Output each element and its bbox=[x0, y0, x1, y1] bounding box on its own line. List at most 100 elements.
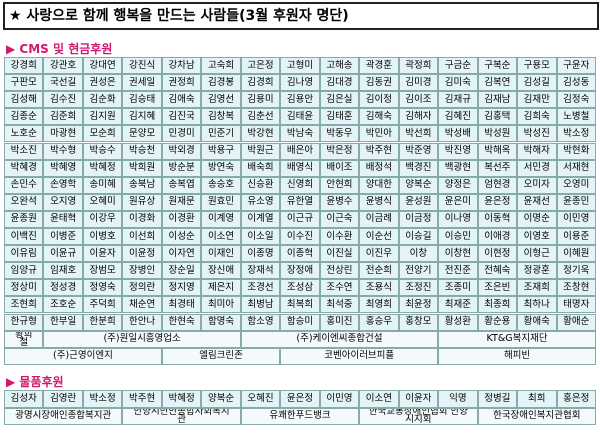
donor-name: 박해자 bbox=[517, 142, 557, 160]
donor-name: 김해숙 bbox=[359, 108, 399, 126]
donor-name: 양정은 bbox=[438, 176, 478, 194]
donor-name: 문양모 bbox=[122, 125, 162, 143]
donor-name: 최복희 bbox=[280, 296, 320, 314]
donor-name: 오혜진 bbox=[240, 390, 281, 408]
donor-name: 김성해 bbox=[4, 91, 44, 109]
donor-name: 장재석 bbox=[240, 262, 281, 280]
donor-name: 전순희 bbox=[359, 262, 399, 280]
donor-name: 김성자 bbox=[4, 390, 44, 408]
donor-name: 이경환 bbox=[161, 210, 202, 228]
donor-name: 마광현 bbox=[43, 125, 83, 143]
donor-name: 원유상 bbox=[122, 193, 162, 211]
donor-org: (주)원일시흥영업소 bbox=[43, 330, 241, 348]
donor-name: 조정진 bbox=[398, 279, 439, 297]
donor-name: 박외경 bbox=[161, 142, 202, 160]
donor-name: 홍은정 bbox=[556, 390, 596, 408]
donor-name: 양복순 bbox=[398, 176, 439, 194]
donor-org: 해피빈 bbox=[438, 347, 596, 365]
donor-name: 이병준 bbox=[43, 228, 83, 246]
donor-org: KT&G복지재단 bbox=[438, 330, 596, 348]
donor-name: 임양규 bbox=[4, 262, 44, 280]
donor-name: 강경희 bbox=[4, 57, 44, 75]
donor-name: 강대연 bbox=[82, 57, 123, 75]
donor-name: 이애경 bbox=[477, 228, 518, 246]
donor-name: 박소진 bbox=[4, 142, 44, 160]
donor-name: 한규형 bbox=[4, 313, 44, 331]
donor-name: 신영희 bbox=[280, 176, 320, 194]
donor-name: 김홍택 bbox=[477, 108, 518, 126]
donor-name: 최윤정 bbox=[398, 296, 439, 314]
donor-name: 권성은 bbox=[82, 74, 123, 92]
donor-name: 정기욱 bbox=[556, 262, 596, 280]
donor-name: 김승태 bbox=[122, 91, 162, 109]
donor-name: 박수형 bbox=[43, 142, 83, 160]
donor-name: 제은지 bbox=[201, 279, 241, 297]
donor-name: 김이조 bbox=[398, 91, 439, 109]
donor-name: 이종혁 bbox=[280, 245, 320, 263]
donor-org: 유쾌한푸드뱅크 bbox=[240, 407, 360, 425]
donor-name: 방순분 bbox=[161, 159, 202, 177]
donor-name: 이경화 bbox=[122, 210, 162, 228]
donor-name: 이영호 bbox=[517, 228, 557, 246]
donor-name: 송북남 bbox=[122, 176, 162, 194]
donor-name: 김태윤 bbox=[280, 108, 320, 126]
donor-name: 백경진 bbox=[398, 159, 439, 177]
donor-name: 최병남 bbox=[240, 296, 281, 314]
donor-name: 장범모 bbox=[82, 262, 123, 280]
donor-name: 김미경 bbox=[398, 74, 439, 92]
donor-name: 윤은미 bbox=[438, 193, 478, 211]
donor-name: 권세일 bbox=[122, 74, 162, 92]
donor-name: 배정석 bbox=[359, 159, 399, 177]
donor-name: 박선희 bbox=[398, 125, 439, 143]
donor-name: 안현희 bbox=[319, 176, 360, 194]
donor-name: 이백진 bbox=[4, 228, 44, 246]
donor-name: 양복순 bbox=[201, 390, 241, 408]
donor-name: 태명자 bbox=[556, 296, 596, 314]
donor-name: 박동우 bbox=[319, 125, 360, 143]
donor-name: 이진실 bbox=[319, 245, 360, 263]
donor-name: 김미숙 bbox=[438, 74, 478, 92]
donor-name: 이수진 bbox=[280, 228, 320, 246]
donor-name: 전양기 bbox=[398, 262, 439, 280]
donor-name: 이창 bbox=[398, 245, 439, 263]
donor-name: 민준기 bbox=[201, 125, 241, 143]
donor-name: 박성원 bbox=[477, 125, 518, 143]
donor-name: 황애순 bbox=[556, 313, 596, 331]
donor-name: 조호순 bbox=[43, 296, 83, 314]
donor-name: 황성환 bbox=[438, 313, 478, 331]
donor-name: 양대한 bbox=[359, 176, 399, 194]
donor-name: 이성순 bbox=[161, 228, 202, 246]
donor-name: 유소영 bbox=[240, 193, 281, 211]
donor-name: 윤태혁 bbox=[43, 210, 83, 228]
donor-name: 박강현 bbox=[240, 125, 281, 143]
donor-name: 한분희 bbox=[82, 313, 123, 331]
donor-name: 이선희 bbox=[122, 228, 162, 246]
donor-name: 복선주 bbox=[477, 159, 518, 177]
donor-name: 이금례 bbox=[359, 210, 399, 228]
donor-org: (주)근영이엔지 bbox=[4, 347, 162, 365]
donor-name: 정영숙 bbox=[82, 279, 123, 297]
donor-name: 한부일 bbox=[43, 313, 83, 331]
donor-name: 모순희 bbox=[82, 125, 123, 143]
donor-name: 김은실 bbox=[319, 91, 360, 109]
donor-name: 민경미 bbox=[161, 125, 202, 143]
title: ★ 사랑으로 함께 행복을 만드는 사람들(3월 후원자 명단) bbox=[3, 2, 599, 30]
donor-name: 박소정 bbox=[82, 390, 123, 408]
donor-name: 이금정 bbox=[398, 210, 439, 228]
donor-name: 배은아 bbox=[280, 142, 320, 160]
donor-name: 박용구 bbox=[201, 142, 241, 160]
donor-name: 이자연 bbox=[161, 245, 202, 263]
donor-name: 박진영 bbox=[438, 142, 478, 160]
donor-name: 김용안 bbox=[280, 91, 320, 109]
donor-name: 조은빈 bbox=[477, 279, 518, 297]
donor-name: 박은정 bbox=[319, 142, 360, 160]
donor-name: 장신애 bbox=[201, 262, 241, 280]
donor-name: 김희숙 bbox=[517, 108, 557, 126]
donor-name: 서민경 bbox=[517, 159, 557, 177]
donor-org: 황희철 bbox=[4, 330, 44, 348]
donor-name: 송승호 bbox=[201, 176, 241, 194]
donor-name: 박혜정 bbox=[82, 159, 123, 177]
donor-name: 박민아 bbox=[359, 125, 399, 143]
donor-name: 송복엽 bbox=[161, 176, 202, 194]
donor-name: 엄현경 bbox=[477, 176, 518, 194]
